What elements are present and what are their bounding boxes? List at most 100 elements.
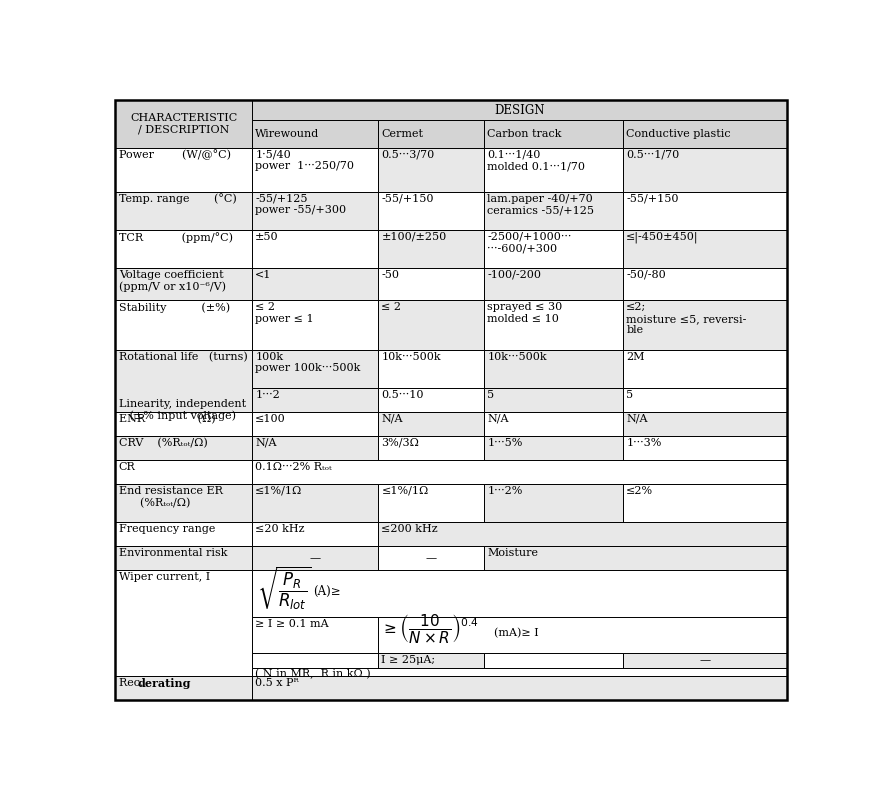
Text: ≥ I ≥ 0.1 mA: ≥ I ≥ 0.1 mA xyxy=(255,619,329,629)
Text: Conductive plastic: Conductive plastic xyxy=(627,129,731,139)
Text: sprayed ≤ 30
molded ≤ 10: sprayed ≤ 30 molded ≤ 10 xyxy=(488,303,562,324)
Bar xyxy=(484,148,623,192)
Bar xyxy=(623,268,787,300)
Bar xyxy=(484,120,623,148)
Text: Rotational life   (turns): Rotational life (turns) xyxy=(119,352,247,362)
Bar xyxy=(623,300,787,350)
Bar xyxy=(115,676,252,700)
Text: 1···2: 1···2 xyxy=(255,390,280,400)
Text: 0.5···3/70: 0.5···3/70 xyxy=(381,150,435,160)
Text: CHARACTERISTIC
/ DESCRIPTION: CHARACTERISTIC / DESCRIPTION xyxy=(130,113,238,135)
Text: -50/-80: -50/-80 xyxy=(627,270,666,280)
Text: ≤|-450±450|: ≤|-450±450| xyxy=(627,231,699,243)
Bar xyxy=(484,388,623,412)
Bar xyxy=(115,484,252,522)
Text: ±50: ±50 xyxy=(255,231,279,242)
Text: CR: CR xyxy=(119,462,136,472)
Bar xyxy=(378,268,484,300)
Text: -50: -50 xyxy=(381,270,400,280)
Bar xyxy=(378,522,787,546)
Text: 1·5/40
power  1···250/70: 1·5/40 power 1···250/70 xyxy=(255,150,355,171)
Text: 2M: 2M xyxy=(627,352,645,362)
Bar xyxy=(252,192,378,230)
Bar xyxy=(115,268,252,300)
Bar xyxy=(378,484,484,522)
Bar xyxy=(623,436,787,460)
Text: 1···5%: 1···5% xyxy=(488,438,523,447)
Bar xyxy=(252,300,378,350)
Text: 10k···500k: 10k···500k xyxy=(381,352,441,362)
Bar xyxy=(252,668,787,676)
Text: 5: 5 xyxy=(627,390,634,400)
Text: End resistance ER
      (%Rₜₒₜ/Ω): End resistance ER (%Rₜₒₜ/Ω) xyxy=(119,485,223,508)
Bar xyxy=(484,436,623,460)
Bar xyxy=(623,230,787,268)
Text: -55/+150: -55/+150 xyxy=(381,193,434,204)
Text: Stability          (±%): Stability (±%) xyxy=(119,303,230,313)
Text: $\geq \left(\dfrac{10}{N \times R}\right)^{0.4}$: $\geq \left(\dfrac{10}{N \times R}\right… xyxy=(381,612,480,645)
Bar xyxy=(484,484,623,522)
Text: I ≥ 25μA;: I ≥ 25μA; xyxy=(381,654,436,664)
Bar xyxy=(115,230,252,268)
Text: $\sqrt{\dfrac{P_R}{R_{lot}}}$: $\sqrt{\dfrac{P_R}{R_{lot}}}$ xyxy=(257,565,312,612)
Text: N/A: N/A xyxy=(255,438,277,447)
Bar xyxy=(252,653,378,668)
Text: Power        (W/@°C): Power (W/@°C) xyxy=(119,150,231,161)
Text: derating: derating xyxy=(137,678,191,689)
Bar xyxy=(252,484,378,522)
Text: ±100/±250: ±100/±250 xyxy=(381,231,447,242)
Bar xyxy=(484,230,623,268)
Bar xyxy=(115,522,252,546)
Bar xyxy=(252,148,378,192)
Bar xyxy=(252,436,378,460)
Bar xyxy=(623,192,787,230)
Bar xyxy=(115,546,252,570)
Text: —: — xyxy=(425,553,436,563)
Text: 0.1···1/40
molded 0.1···1/70: 0.1···1/40 molded 0.1···1/70 xyxy=(488,150,585,171)
Text: 1···2%: 1···2% xyxy=(488,485,523,496)
Text: ≤ 2: ≤ 2 xyxy=(381,303,401,312)
Bar xyxy=(378,546,484,570)
Text: lam.paper -40/+70
ceramics -55/+125: lam.paper -40/+70 ceramics -55/+125 xyxy=(488,193,594,215)
Bar xyxy=(252,546,378,570)
Bar xyxy=(623,388,787,412)
Text: ≤1%/1Ω: ≤1%/1Ω xyxy=(381,485,429,496)
Bar xyxy=(623,148,787,192)
Bar xyxy=(252,120,378,148)
Text: (A)≥: (A)≥ xyxy=(313,584,341,597)
Text: Voltage coefficient
(ppm/V or x10⁻⁶/V): Voltage coefficient (ppm/V or x10⁻⁶/V) xyxy=(119,270,226,292)
Text: ≤200 kHz: ≤200 kHz xyxy=(381,524,438,534)
Bar xyxy=(484,546,787,570)
Bar xyxy=(484,350,623,388)
Bar xyxy=(484,653,623,668)
Bar xyxy=(252,350,378,388)
Text: Environmental risk: Environmental risk xyxy=(119,548,227,558)
Bar xyxy=(484,268,623,300)
Text: —: — xyxy=(699,655,710,665)
Bar xyxy=(115,350,252,412)
Bar xyxy=(623,412,787,436)
Text: CRV    (%Rₜₒₜ/Ω): CRV (%Rₜₒₜ/Ω) xyxy=(119,438,208,448)
Bar xyxy=(115,460,252,484)
Text: <1: <1 xyxy=(255,270,272,280)
Bar xyxy=(378,350,484,388)
Text: Temp. range       (°C): Temp. range (°C) xyxy=(119,193,237,204)
Text: TCR           (ppm/°C): TCR (ppm/°C) xyxy=(119,231,233,242)
Bar xyxy=(378,412,484,436)
Bar xyxy=(484,192,623,230)
Text: 1···3%: 1···3% xyxy=(627,438,662,447)
Bar xyxy=(378,192,484,230)
Bar xyxy=(252,522,378,546)
Bar xyxy=(378,230,484,268)
Bar xyxy=(115,570,252,676)
Text: Wiper current, I: Wiper current, I xyxy=(119,572,210,582)
Bar xyxy=(252,412,378,436)
Text: Wirewound: Wirewound xyxy=(255,129,319,139)
Bar xyxy=(252,388,378,412)
Bar xyxy=(378,617,787,653)
Bar xyxy=(378,300,484,350)
Bar xyxy=(252,570,787,617)
Text: 100k
power 100k···500k: 100k power 100k···500k xyxy=(255,352,361,373)
Bar xyxy=(378,120,484,148)
Text: Cermet: Cermet xyxy=(381,129,423,139)
